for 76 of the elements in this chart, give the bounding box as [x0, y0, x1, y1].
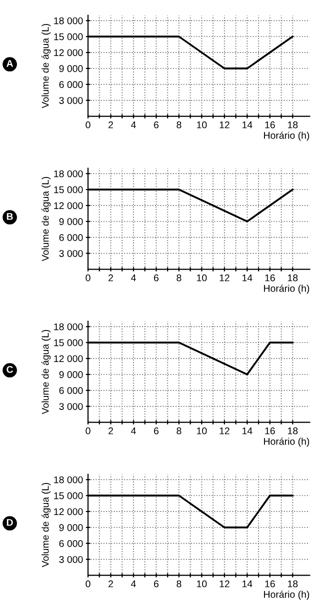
x-tick-label: 14	[242, 580, 252, 588]
x-tick-label: 0	[86, 274, 90, 282]
y-tick-label: 18 000	[54, 476, 83, 484]
x-tick-label: 18	[288, 580, 298, 588]
y-axis-title: Volume de água (L)	[41, 482, 51, 568]
x-tick-label: 12	[220, 274, 230, 282]
x-tick-label: 16	[265, 274, 275, 282]
x-axis-title: Horário (h)	[264, 284, 310, 294]
x-tick-label: 18	[288, 427, 298, 434]
x-tick-label: 0	[86, 427, 90, 434]
y-tick-label: 15 000	[54, 186, 83, 194]
x-tick-label: 10	[197, 427, 207, 434]
text: C	[6, 366, 14, 373]
y-tick-label: 3 000	[59, 556, 83, 563]
x-tick-label: 8	[176, 427, 182, 434]
y-axis-title: Volume de água (L)	[41, 330, 51, 414]
x-tick-label: 2	[108, 121, 113, 128]
x-tick-label: 2	[108, 274, 113, 282]
y-tick-label: 12 000	[54, 508, 83, 516]
y-tick-label: 12 000	[54, 355, 83, 362]
x-axis-title: Horário (h)	[264, 132, 310, 141]
x-tick-label: 16	[265, 121, 275, 128]
y-tick-label: 6 000	[59, 81, 83, 88]
x-tick-label: 4	[131, 122, 136, 128]
x-tick-label: 8	[176, 121, 182, 128]
x-tick-label: 14	[242, 428, 252, 434]
y-tick-label: 12 000	[54, 49, 83, 56]
y-axis-title: Volume de água (L)	[41, 24, 51, 108]
x-tick-label: 10	[197, 274, 207, 282]
y-tick-label: 9 000	[59, 371, 83, 378]
y-tick-label: 6 000	[59, 540, 83, 548]
x-tick-label: 12	[220, 427, 230, 434]
x-tick-label: 10	[197, 580, 207, 588]
x-tick-label: 8	[176, 274, 182, 282]
x-axis-title: Horário (h)	[264, 590, 310, 600]
x-tick-label: 8	[176, 580, 182, 588]
x-axis-title: Horário (h)	[264, 438, 310, 447]
x-tick-label: 4	[131, 580, 136, 588]
x-tick-label: 14	[242, 122, 252, 128]
y-tick-label: 6 000	[59, 387, 83, 394]
x-tick-label: 2	[108, 427, 113, 434]
y-tick-label: 15 000	[54, 33, 83, 40]
y-tick-label: 18 000	[54, 17, 83, 24]
y-tick-label: 18 000	[54, 170, 83, 178]
y-tick-label: 9 000	[59, 218, 83, 226]
y-tick-label: 6 000	[59, 234, 83, 242]
x-tick-label: 6	[154, 580, 159, 588]
y-tick-label: 15 000	[54, 339, 83, 346]
x-tick-label: 0	[86, 580, 90, 588]
x-tick-label: 14	[242, 274, 252, 282]
x-tick-label: 2	[108, 580, 113, 588]
x-tick-label: 6	[154, 274, 159, 282]
x-tick-label: 18	[288, 121, 298, 128]
text: A	[6, 60, 14, 67]
x-tick-label: 6	[154, 121, 159, 128]
y-tick-label: 15 000	[54, 492, 83, 500]
y-tick-label: 3 000	[59, 97, 83, 104]
text: B	[6, 213, 13, 220]
x-tick-label: 0	[86, 121, 90, 128]
y-tick-label: 3 000	[59, 403, 83, 410]
x-tick-label: 12	[220, 121, 230, 128]
x-tick-label: 18	[288, 274, 298, 282]
x-tick-label: 4	[131, 274, 136, 282]
x-tick-label: 6	[154, 427, 159, 434]
x-tick-label: 10	[197, 121, 207, 128]
y-tick-label: 18 000	[54, 323, 83, 330]
y-tick-label: 3 000	[59, 250, 83, 257]
y-tick-label: 9 000	[59, 65, 83, 72]
x-tick-label: 16	[265, 427, 275, 434]
y-tick-label: 9 000	[59, 524, 83, 532]
y-axis-title: Volume de água (L)	[41, 176, 51, 262]
y-tick-label: 12 000	[54, 202, 83, 210]
text: D	[6, 519, 13, 526]
x-tick-label: 4	[131, 428, 136, 434]
x-tick-label: 12	[220, 580, 230, 588]
x-tick-label: 16	[265, 580, 275, 588]
